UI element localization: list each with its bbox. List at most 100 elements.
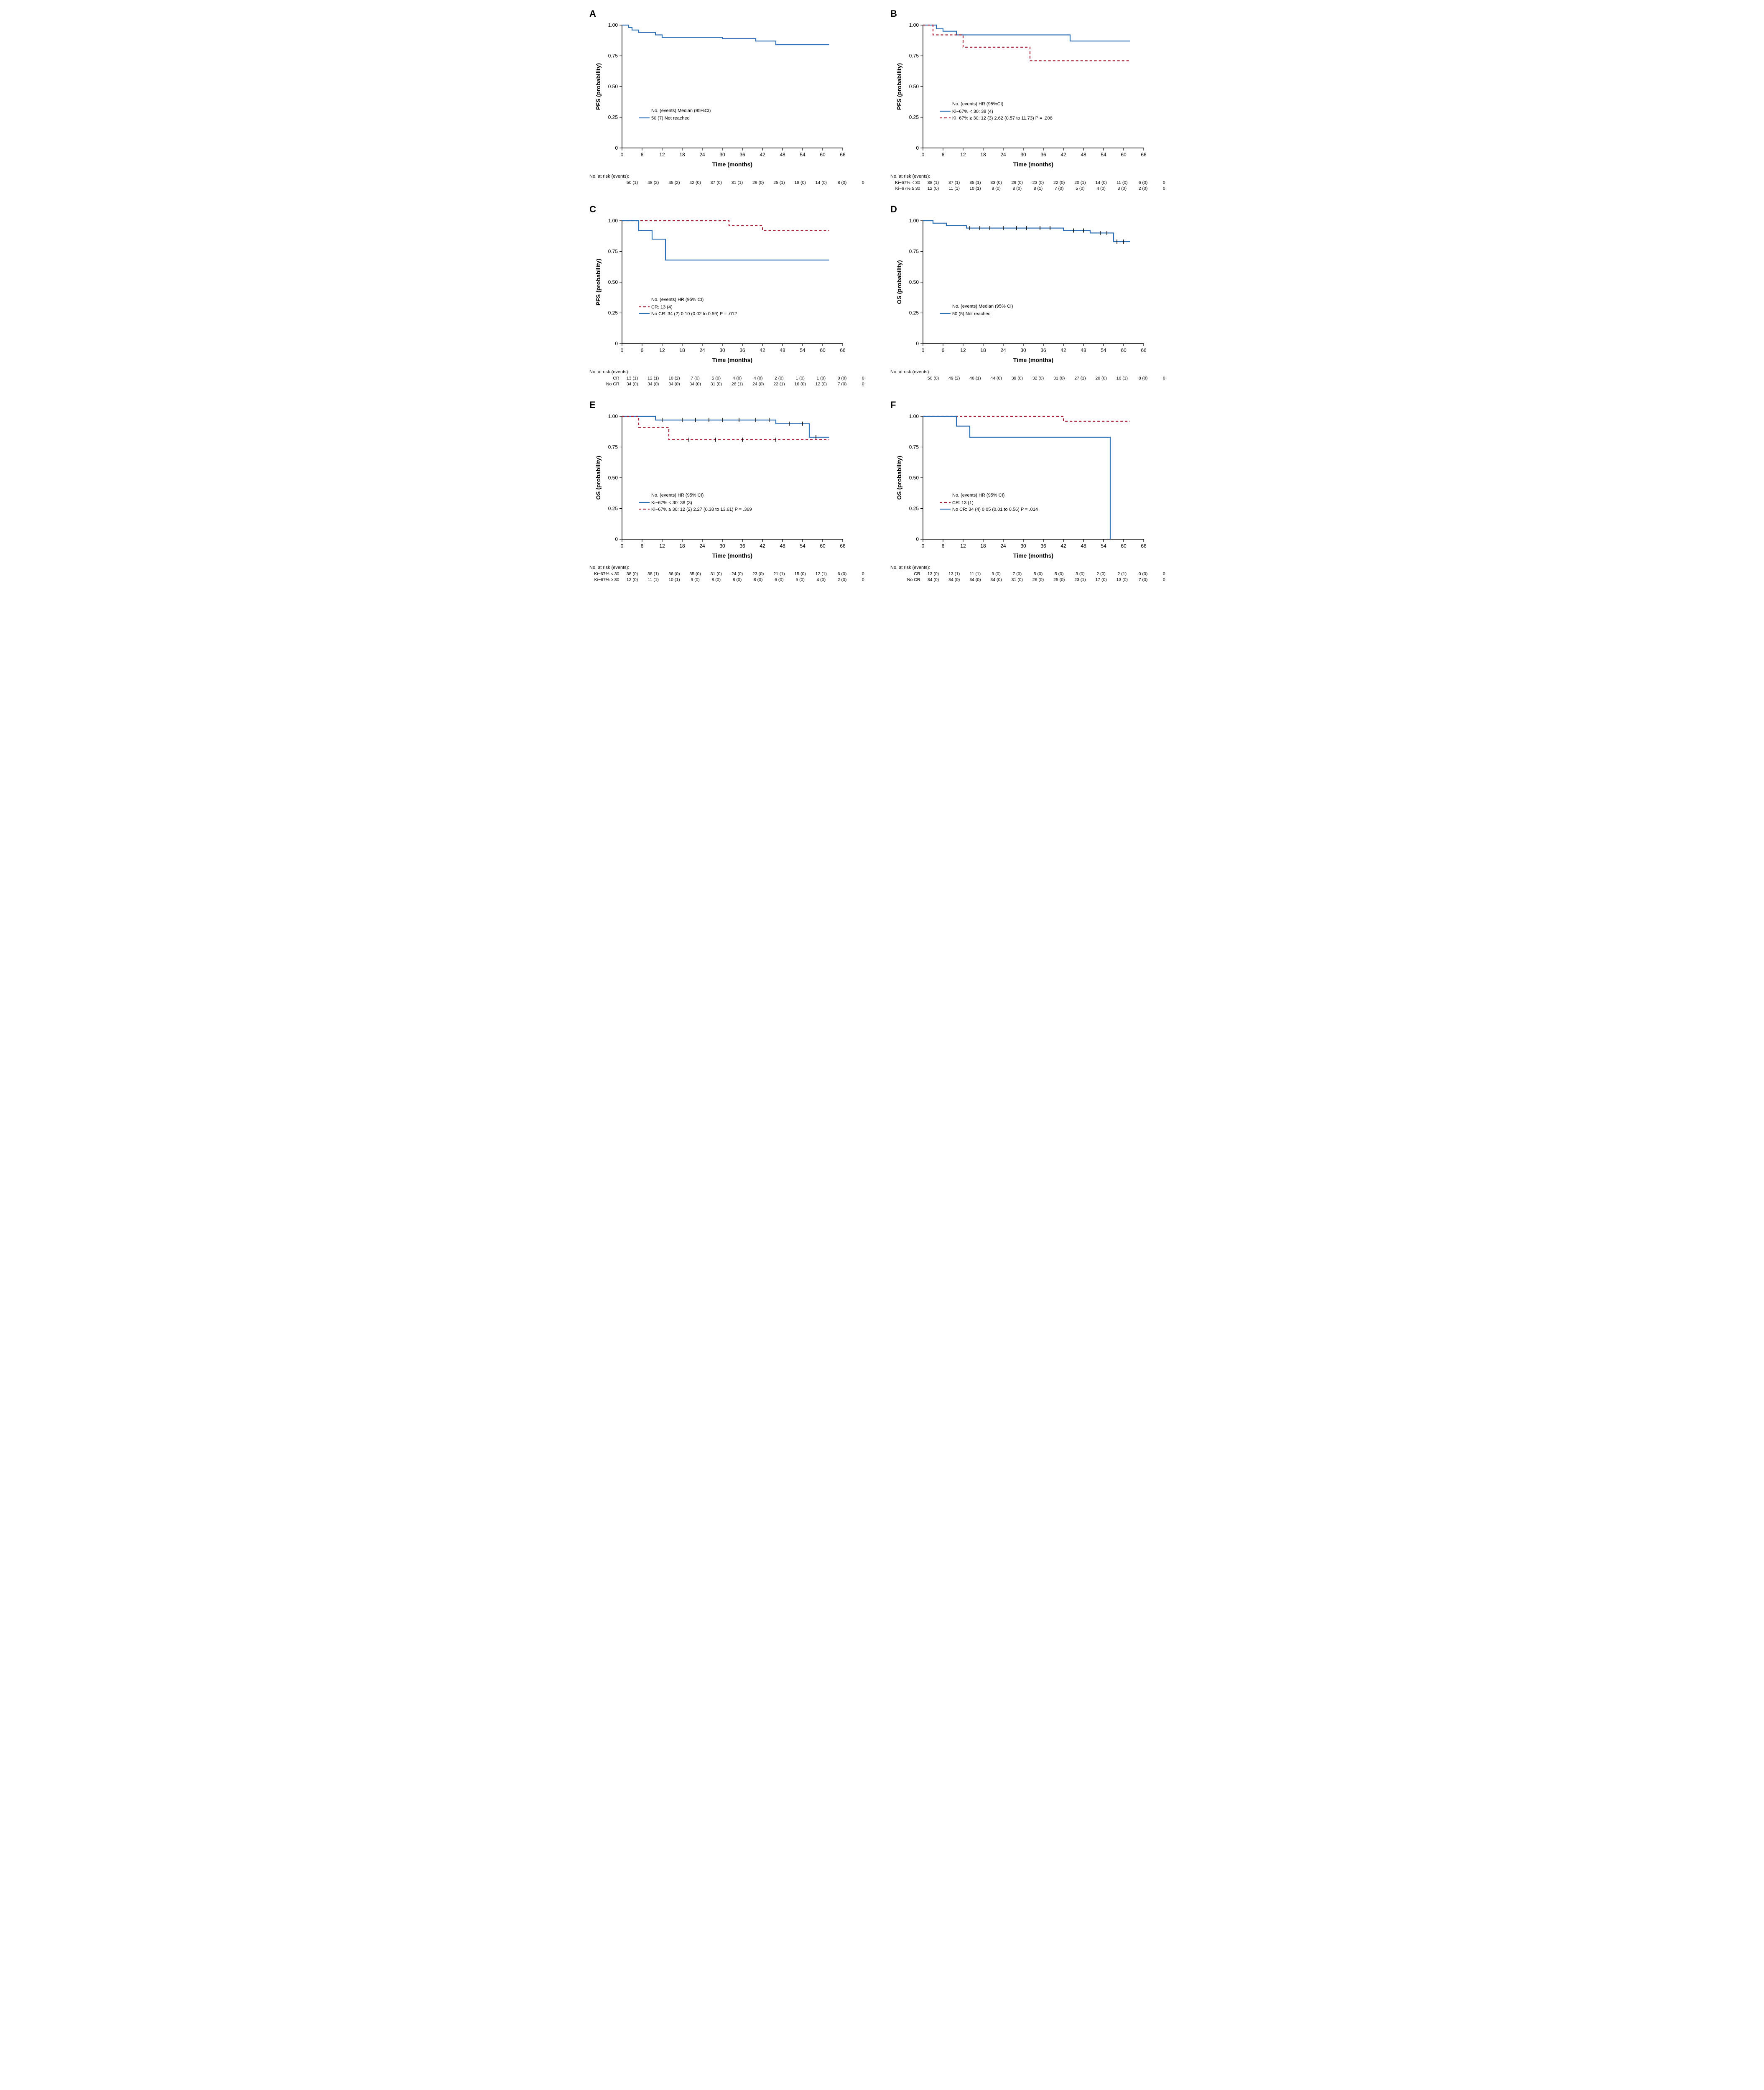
risk-cell: 7 (0) (685, 375, 706, 381)
x-axis-label: Time (months) (1013, 552, 1053, 559)
risk-cell: 10 (1) (965, 186, 986, 191)
risk-table-title: No. at risk (events): (589, 174, 874, 179)
risk-cell: 6 (0) (769, 577, 790, 583)
risk-cell: 0 (0) (1132, 571, 1153, 577)
risk-cell: 12 (0) (923, 186, 943, 191)
svg-text:42: 42 (1060, 152, 1066, 158)
svg-text:0.50: 0.50 (909, 279, 919, 285)
risk-cell: 37 (0) (706, 180, 727, 186)
km-chart: 00.250.500.751.000612182430364248546066T… (589, 21, 849, 171)
risk-cell: 26 (0) (1027, 577, 1048, 583)
svg-text:12: 12 (960, 543, 966, 549)
km-chart: 00.250.500.751.000612182430364248546066T… (890, 21, 1150, 171)
svg-text:66: 66 (1141, 152, 1147, 158)
risk-table: Ki−67% < 3038 (1)37 (1)35 (1)33 (0)29 (0… (890, 180, 1175, 191)
legend-entry: No CR: 34 (4) 0.05 (0.01 to 0.56) P = .0… (952, 507, 1038, 512)
svg-text:0.75: 0.75 (608, 249, 618, 255)
risk-cell: 7 (0) (1132, 577, 1153, 583)
risk-cell: 11 (1) (643, 577, 664, 583)
risk-cell: 5 (0) (1070, 186, 1091, 191)
svg-text:30: 30 (719, 347, 725, 353)
risk-cell: 4 (0) (1091, 186, 1111, 191)
svg-text:54: 54 (1101, 347, 1106, 353)
panel-label: D (890, 204, 1175, 215)
risk-cell: 0 (1154, 180, 1175, 186)
risk-table-title: No. at risk (events): (890, 565, 1175, 570)
svg-text:12: 12 (960, 347, 966, 353)
svg-text:0.25: 0.25 (909, 310, 919, 316)
risk-cell: 16 (0) (790, 381, 811, 387)
svg-text:6: 6 (942, 152, 945, 158)
svg-text:0: 0 (922, 347, 925, 353)
km-chart: 00.250.500.751.000612182430364248546066T… (589, 412, 849, 563)
risk-cell: 22 (0) (1049, 180, 1070, 186)
y-axis-label: PFS (probability) (896, 63, 902, 110)
x-axis-label: Time (months) (712, 161, 752, 168)
legend-header: No. (events) HR (95% CI) (952, 493, 1004, 498)
km-chart: 00.250.500.751.000612182430364248546066T… (890, 412, 1150, 563)
svg-text:66: 66 (1141, 543, 1147, 549)
risk-cell: 13 (1) (622, 375, 642, 381)
panel-C: C00.250.500.751.000612182430364248546066… (589, 204, 874, 387)
svg-text:6: 6 (641, 543, 644, 549)
legend-header: No. (events) Median (95% CI) (952, 304, 1013, 309)
km-curve-nocr (622, 221, 829, 260)
svg-text:60: 60 (820, 152, 826, 158)
risk-cell: 7 (0) (1007, 571, 1027, 577)
panel-F: F00.250.500.751.000612182430364248546066… (890, 400, 1175, 583)
risk-cell: 31 (0) (706, 571, 727, 577)
svg-text:30: 30 (719, 543, 725, 549)
svg-text:18: 18 (980, 347, 986, 353)
risk-cell: 14 (0) (1091, 180, 1111, 186)
legend-entry: 50 (5) Not reached (952, 311, 991, 316)
risk-cell: 18 (0) (790, 180, 811, 186)
svg-text:18: 18 (679, 152, 685, 158)
svg-text:24: 24 (699, 543, 705, 549)
svg-text:0: 0 (916, 145, 919, 151)
risk-cell: 0 (853, 571, 874, 577)
risk-cell: 0 (853, 375, 874, 381)
svg-text:36: 36 (1040, 543, 1046, 549)
svg-text:48: 48 (780, 543, 785, 549)
panel-label: F (890, 400, 1175, 410)
risk-cell: 50 (0) (923, 375, 943, 381)
x-axis-label: Time (months) (1013, 357, 1053, 363)
risk-cell: 35 (0) (685, 571, 706, 577)
risk-cell: 24 (0) (727, 571, 747, 577)
risk-cell: 32 (0) (1027, 375, 1048, 381)
svg-text:24: 24 (699, 347, 705, 353)
panel-D: D00.250.500.751.000612182430364248546066… (890, 204, 1175, 387)
risk-cell: 34 (0) (986, 577, 1007, 583)
svg-text:0.50: 0.50 (608, 279, 618, 285)
svg-text:48: 48 (780, 347, 785, 353)
svg-text:36: 36 (739, 543, 745, 549)
svg-text:0.75: 0.75 (909, 444, 919, 450)
svg-text:36: 36 (1040, 152, 1046, 158)
risk-cell: 38 (1) (923, 180, 943, 186)
svg-text:36: 36 (739, 152, 745, 158)
risk-cell: 2 (0) (769, 375, 790, 381)
svg-text:54: 54 (800, 347, 806, 353)
risk-cell: 24 (0) (748, 381, 769, 387)
legend-entry: 50 (7) Not reached (651, 116, 690, 121)
risk-cell: 3 (0) (1070, 571, 1091, 577)
risk-cell: 42 (0) (685, 180, 706, 186)
risk-cell: 12 (1) (643, 375, 664, 381)
svg-text:0: 0 (615, 341, 618, 347)
legend-entry: No CR: 34 (2) 0.10 (0.02 to 0.59) P = .0… (651, 311, 737, 316)
risk-table-title: No. at risk (events): (890, 174, 1175, 179)
risk-cell: 26 (1) (727, 381, 747, 387)
svg-text:12: 12 (659, 543, 665, 549)
svg-text:0: 0 (916, 536, 919, 542)
svg-text:0: 0 (615, 536, 618, 542)
risk-table-title: No. at risk (events): (890, 370, 1175, 375)
risk-cell: 8 (0) (727, 577, 747, 583)
risk-table: 50 (1)48 (2)45 (2)42 (0)37 (0)31 (1)29 (… (589, 180, 874, 186)
svg-text:42: 42 (760, 543, 765, 549)
legend-entry: Ki−67% ≥ 30: 12 (3) 2.62 (0.57 to 11.73)… (952, 116, 1053, 121)
risk-table: Ki−67% < 3038 (0)38 (1)36 (0)35 (0)31 (0… (589, 571, 874, 583)
risk-cell: 25 (1) (769, 180, 790, 186)
y-axis-label: PFS (probability) (595, 259, 602, 306)
risk-cell: 31 (0) (1049, 375, 1070, 381)
legend-entry: Ki−67% ≥ 30: 12 (2) 2.27 (0.38 to 13.61)… (651, 507, 752, 512)
